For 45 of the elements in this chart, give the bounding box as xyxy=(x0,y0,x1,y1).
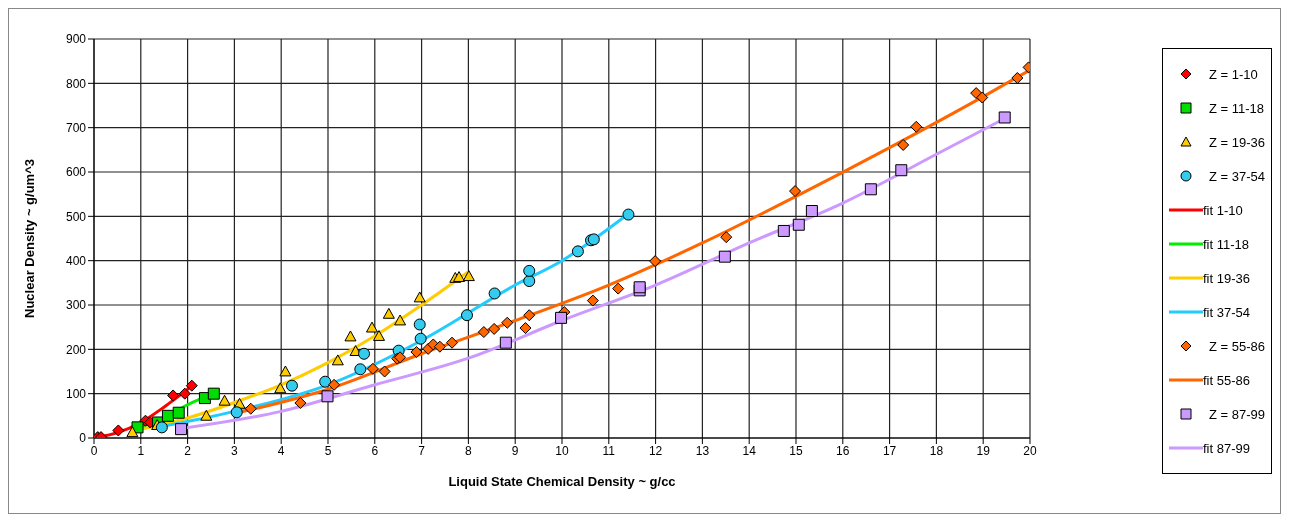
x-tick-label: 16 xyxy=(836,443,850,458)
x-tick-label: 2 xyxy=(184,443,192,458)
y-tick-label: 600 xyxy=(65,165,87,180)
y-tick-label: 700 xyxy=(65,120,87,135)
legend-label: fit 37-54 xyxy=(1202,304,1250,320)
x-tick-label: 19 xyxy=(976,443,991,458)
legend-label: Z = 87-99 xyxy=(1208,406,1265,422)
x-tick-label: 20 xyxy=(1023,443,1037,458)
legend-label: fit 19-36 xyxy=(1202,270,1250,286)
x-tick-label: 5 xyxy=(324,443,332,458)
legend-label: Z = 11-18 xyxy=(1208,100,1265,116)
x-tick-label: 10 xyxy=(555,443,569,458)
legend-label: fit 11-18 xyxy=(1202,236,1249,252)
y-tick-label: 500 xyxy=(65,209,87,224)
x-tick-label: 6 xyxy=(371,443,379,458)
x-tick-label: 17 xyxy=(882,443,897,458)
x-tick-label: 13 xyxy=(695,443,710,458)
y-tick-label: 800 xyxy=(65,76,87,91)
legend-label: Z = 1-10 xyxy=(1208,66,1258,82)
x-tick-label: 15 xyxy=(789,443,803,458)
legend-label: fit 55-86 xyxy=(1202,372,1250,388)
legend-label: fit 1-10 xyxy=(1202,202,1243,218)
y-tick-label: 300 xyxy=(65,298,87,313)
y-tick-label: 0 xyxy=(79,431,87,446)
x-tick-label: 14 xyxy=(742,443,757,458)
legend-label: Z = 37-54 xyxy=(1208,168,1265,184)
x-tick-label: 12 xyxy=(648,443,663,458)
x-tick-label: 7 xyxy=(418,443,426,458)
y-axis-title: Nuclear Density ~ g/um^3 xyxy=(21,159,37,318)
y-tick-label: 200 xyxy=(65,342,87,357)
x-tick-label: 4 xyxy=(277,443,285,458)
x-tick-label: 8 xyxy=(465,443,473,458)
x-tick-label: 18 xyxy=(929,443,944,458)
y-tick-label: 900 xyxy=(65,32,87,47)
legend-label: Z = 19-36 xyxy=(1208,134,1265,150)
legend-label: Z = 55-86 xyxy=(1208,338,1265,354)
x-tick-label: 9 xyxy=(511,443,519,458)
y-tick-label: 100 xyxy=(65,386,87,401)
legend-label: fit 87-99 xyxy=(1202,440,1250,456)
x-tick-label: 0 xyxy=(90,443,98,458)
y-tick-label: 400 xyxy=(65,253,87,268)
x-axis-title: Liquid State Chemical Density ~ g/cc xyxy=(448,474,676,489)
x-tick-label: 1 xyxy=(137,443,145,458)
x-tick-label: 3 xyxy=(231,443,239,458)
x-tick-label: 11 xyxy=(602,443,616,458)
